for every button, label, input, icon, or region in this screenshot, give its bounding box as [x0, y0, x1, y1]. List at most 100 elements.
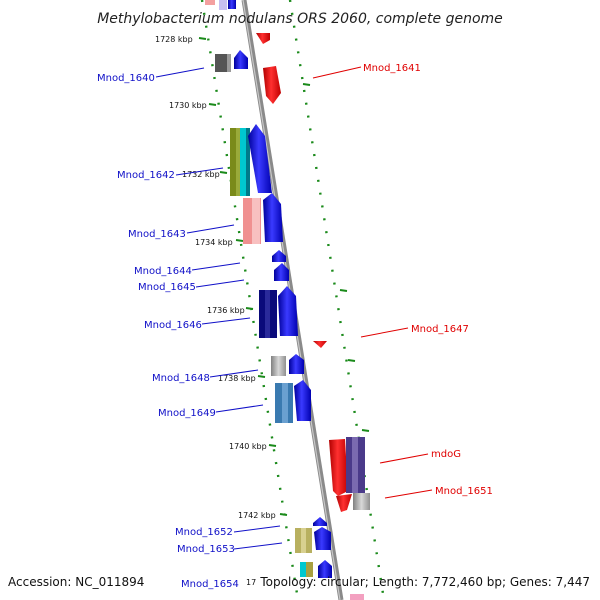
tick-label-1730: 1730 kbp — [169, 101, 207, 110]
label-mnod-1654[interactable]: Mnod_1654 — [181, 579, 239, 590]
gene-top-red-fragment-arrow — [256, 33, 270, 44]
tick-mark-1734 — [235, 239, 244, 242]
gene-mnod-1649-steel-hl — [282, 383, 288, 423]
map-title: Methylobacterium nodulans ORS 2060, comp… — [97, 11, 503, 27]
gene-mnod-1640-arrow — [234, 50, 248, 69]
label-mnod-1640[interactable]: Mnod_1640 — [97, 73, 155, 84]
gene-mnod-1641-arrow — [263, 66, 281, 104]
tick-label-1742: 1742 kbp — [238, 511, 276, 520]
gene-mnod-1648-arrow — [289, 354, 304, 374]
leader-mnod-1649 — [215, 404, 264, 413]
gene-mnod-1648[interactable] — [271, 354, 304, 376]
gene-mnod-1642[interactable] — [230, 124, 272, 196]
leader-mnod-1641 — [312, 66, 362, 79]
tick-label-1740: 1740 kbp — [229, 442, 267, 451]
label-leaders — [155, 66, 433, 550]
gene-mnod-1653[interactable] — [314, 527, 331, 550]
tick-mark-1738 — [257, 375, 266, 378]
gene-bottom-fragment-pink — [350, 594, 364, 600]
gene-mnod-1641[interactable] — [263, 66, 281, 104]
tick-mark-1730 — [208, 103, 217, 106]
label-mnod-1653[interactable]: Mnod_1653 — [177, 544, 235, 555]
leader-mdog — [379, 453, 429, 464]
tick-mark-right-4 — [361, 429, 370, 432]
gene-mnod-1651-purple-hl — [352, 437, 358, 493]
tick-mark-1742 — [279, 513, 288, 516]
gene-mnod-1654-olive — [306, 562, 313, 577]
label-mdog[interactable]: mdoG — [431, 449, 461, 460]
leader-mnod-1652 — [233, 525, 281, 533]
gene-top-fragment-lavender — [219, 0, 227, 10]
gene-mnod-1646-arrow — [278, 286, 298, 336]
gene-mnod-1652-arrow — [313, 517, 327, 526]
tick-label-1728: 1728 kbp — [155, 35, 193, 44]
tick-label-1738: 1738 kbp — [218, 374, 256, 383]
gene-mnod-1643-pink-light — [252, 198, 260, 244]
gene-mnod-1652[interactable] — [295, 517, 327, 553]
label-mnod-1647[interactable]: Mnod_1647 — [411, 324, 469, 335]
label-mnod-1641[interactable]: Mnod_1641 — [363, 63, 421, 74]
gene-mnod-1651-gray — [353, 493, 370, 510]
gene-mnod-1643-arrow — [263, 193, 283, 242]
label-mnod-1651[interactable]: Mnod_1651 — [435, 486, 493, 497]
label-mnod-1645[interactable]: Mnod_1645 — [138, 282, 196, 293]
label-mnod-1642[interactable]: Mnod_1642 — [117, 170, 175, 181]
label-mnod-1643[interactable]: Mnod_1643 — [128, 229, 186, 240]
gene-mnod-1653-arrow — [314, 527, 331, 550]
label-mnod-1646[interactable]: Mnod_1646 — [144, 320, 202, 331]
gene-mnod-1643[interactable] — [243, 193, 283, 244]
label-mnod-1644[interactable]: Mnod_1644 — [134, 266, 192, 277]
leader-mnod-1640 — [155, 67, 205, 78]
label-mnod-1652[interactable]: Mnod_1652 — [175, 527, 233, 538]
gene-mnod-1640[interactable] — [215, 50, 248, 72]
tick-mark-1740 — [268, 444, 277, 447]
tick-mark-right-1 — [302, 83, 311, 86]
leader-mnod-1644 — [191, 262, 241, 271]
leader-mnod-1648 — [209, 369, 259, 378]
label-mnod-1648[interactable]: Mnod_1648 — [152, 373, 210, 384]
gene-mnod-1654-arrow — [318, 560, 332, 578]
gene-mnod-1645[interactable] — [274, 263, 289, 281]
gene-mnod-1651[interactable] — [346, 437, 370, 510]
gene-mnod-1642-arrow — [248, 124, 272, 193]
gene-top-red-fragment[interactable] — [256, 33, 270, 44]
gene-mnod-1654-cyan — [300, 562, 307, 577]
leader-mnod-1646 — [201, 317, 251, 325]
genome-summary: Topology: circular; Length: 7,772,460 bp… — [259, 575, 590, 589]
gene-mnod-1644-arrow — [272, 250, 286, 262]
gene-mnod-1640-gray — [215, 54, 230, 72]
tick-mark-1736 — [245, 307, 254, 310]
gene-mnod-1646[interactable] — [259, 286, 298, 338]
gene-mnod-1647[interactable] — [313, 341, 327, 348]
tick-label-1734: 1734 kbp — [195, 238, 233, 247]
gene-top-fragment-blue — [228, 0, 236, 9]
leader-mnod-1643 — [186, 224, 235, 234]
tick-mark-1728 — [198, 37, 207, 40]
leader-mnod-1645 — [195, 279, 245, 288]
gene-mnod-1649[interactable] — [275, 380, 311, 423]
gene-mnod-1645-arrow — [274, 263, 289, 281]
accession-label: Accession: NC_011894 — [8, 575, 144, 589]
gene-mdog-arrow — [329, 439, 348, 496]
gene-mnod-1642-cyan — [240, 128, 248, 196]
leader-mnod-1651 — [384, 489, 433, 499]
tick-mark-1732 — [219, 171, 228, 174]
gene-top-fragment[interactable] — [205, 0, 236, 10]
gene-mnod-1648-gray — [271, 356, 286, 376]
gene-mnod-1640-light — [227, 54, 231, 72]
gene-mnod-1646-navy-hl — [265, 290, 270, 338]
gene-mnod-1642-green — [236, 128, 241, 196]
gene-mnod-1654[interactable] — [300, 560, 332, 578]
tick-label-1736: 1736 kbp — [207, 306, 245, 315]
gene-mnod-1644[interactable] — [272, 250, 286, 262]
gene-mnod-1642-olive — [230, 128, 237, 196]
tick-mark-right-3 — [347, 359, 356, 362]
gene-mnod-1652-khaki-hl — [301, 528, 306, 553]
gene-bottom-fragment[interactable] — [350, 594, 364, 600]
gene-mnod-1642-teal — [246, 128, 250, 196]
leader-mnod-1642 — [175, 167, 224, 176]
label-mnod-1649[interactable]: Mnod_1649 — [158, 408, 216, 419]
gene-mdog[interactable] — [329, 439, 352, 512]
tick-marks — [198, 37, 370, 516]
